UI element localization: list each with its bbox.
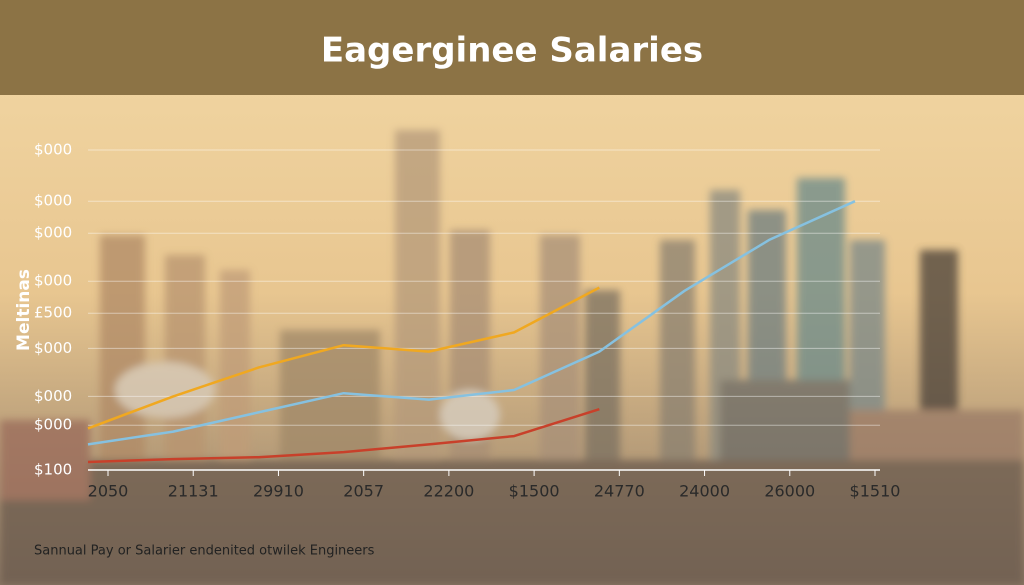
y-tick-label: $000 (34, 416, 72, 434)
x-tick-label: 29910 (253, 482, 304, 501)
x-tick-label: 2050 (88, 482, 129, 501)
y-tick-label: $000 (34, 272, 72, 290)
series-line (87, 408, 600, 464)
x-tick-label: 21131 (168, 482, 219, 501)
y-tick-label: £500 (34, 304, 72, 322)
y-tick-label: $000 (34, 192, 72, 210)
x-tick-label: 26000 (764, 482, 815, 501)
x-tick-label: $1500 (509, 482, 560, 501)
x-tick-label: 24000 (679, 482, 730, 501)
header-band (0, 0, 1024, 95)
series-line (87, 286, 600, 430)
y-tick-label: $100 (34, 461, 72, 479)
y-tick-label: $000 (34, 339, 72, 357)
x-tick-label: 2057 (343, 482, 384, 501)
series-line (87, 200, 856, 446)
y-tick-label: $000 (34, 224, 72, 242)
skyline (0, 130, 1024, 585)
x-tick-label: $1510 (850, 482, 901, 501)
chart-title: Eagerginee Salaries (321, 31, 703, 71)
y-tick-label: $000 (34, 387, 72, 405)
caption: Sannual Pay or Salarier endenited otwile… (34, 544, 375, 559)
y-axis-label: Meltinas (14, 269, 34, 351)
x-tick-label: 24770 (594, 482, 645, 501)
x-tick-label: 22200 (423, 482, 474, 501)
y-tick-label: $000 (34, 141, 72, 159)
